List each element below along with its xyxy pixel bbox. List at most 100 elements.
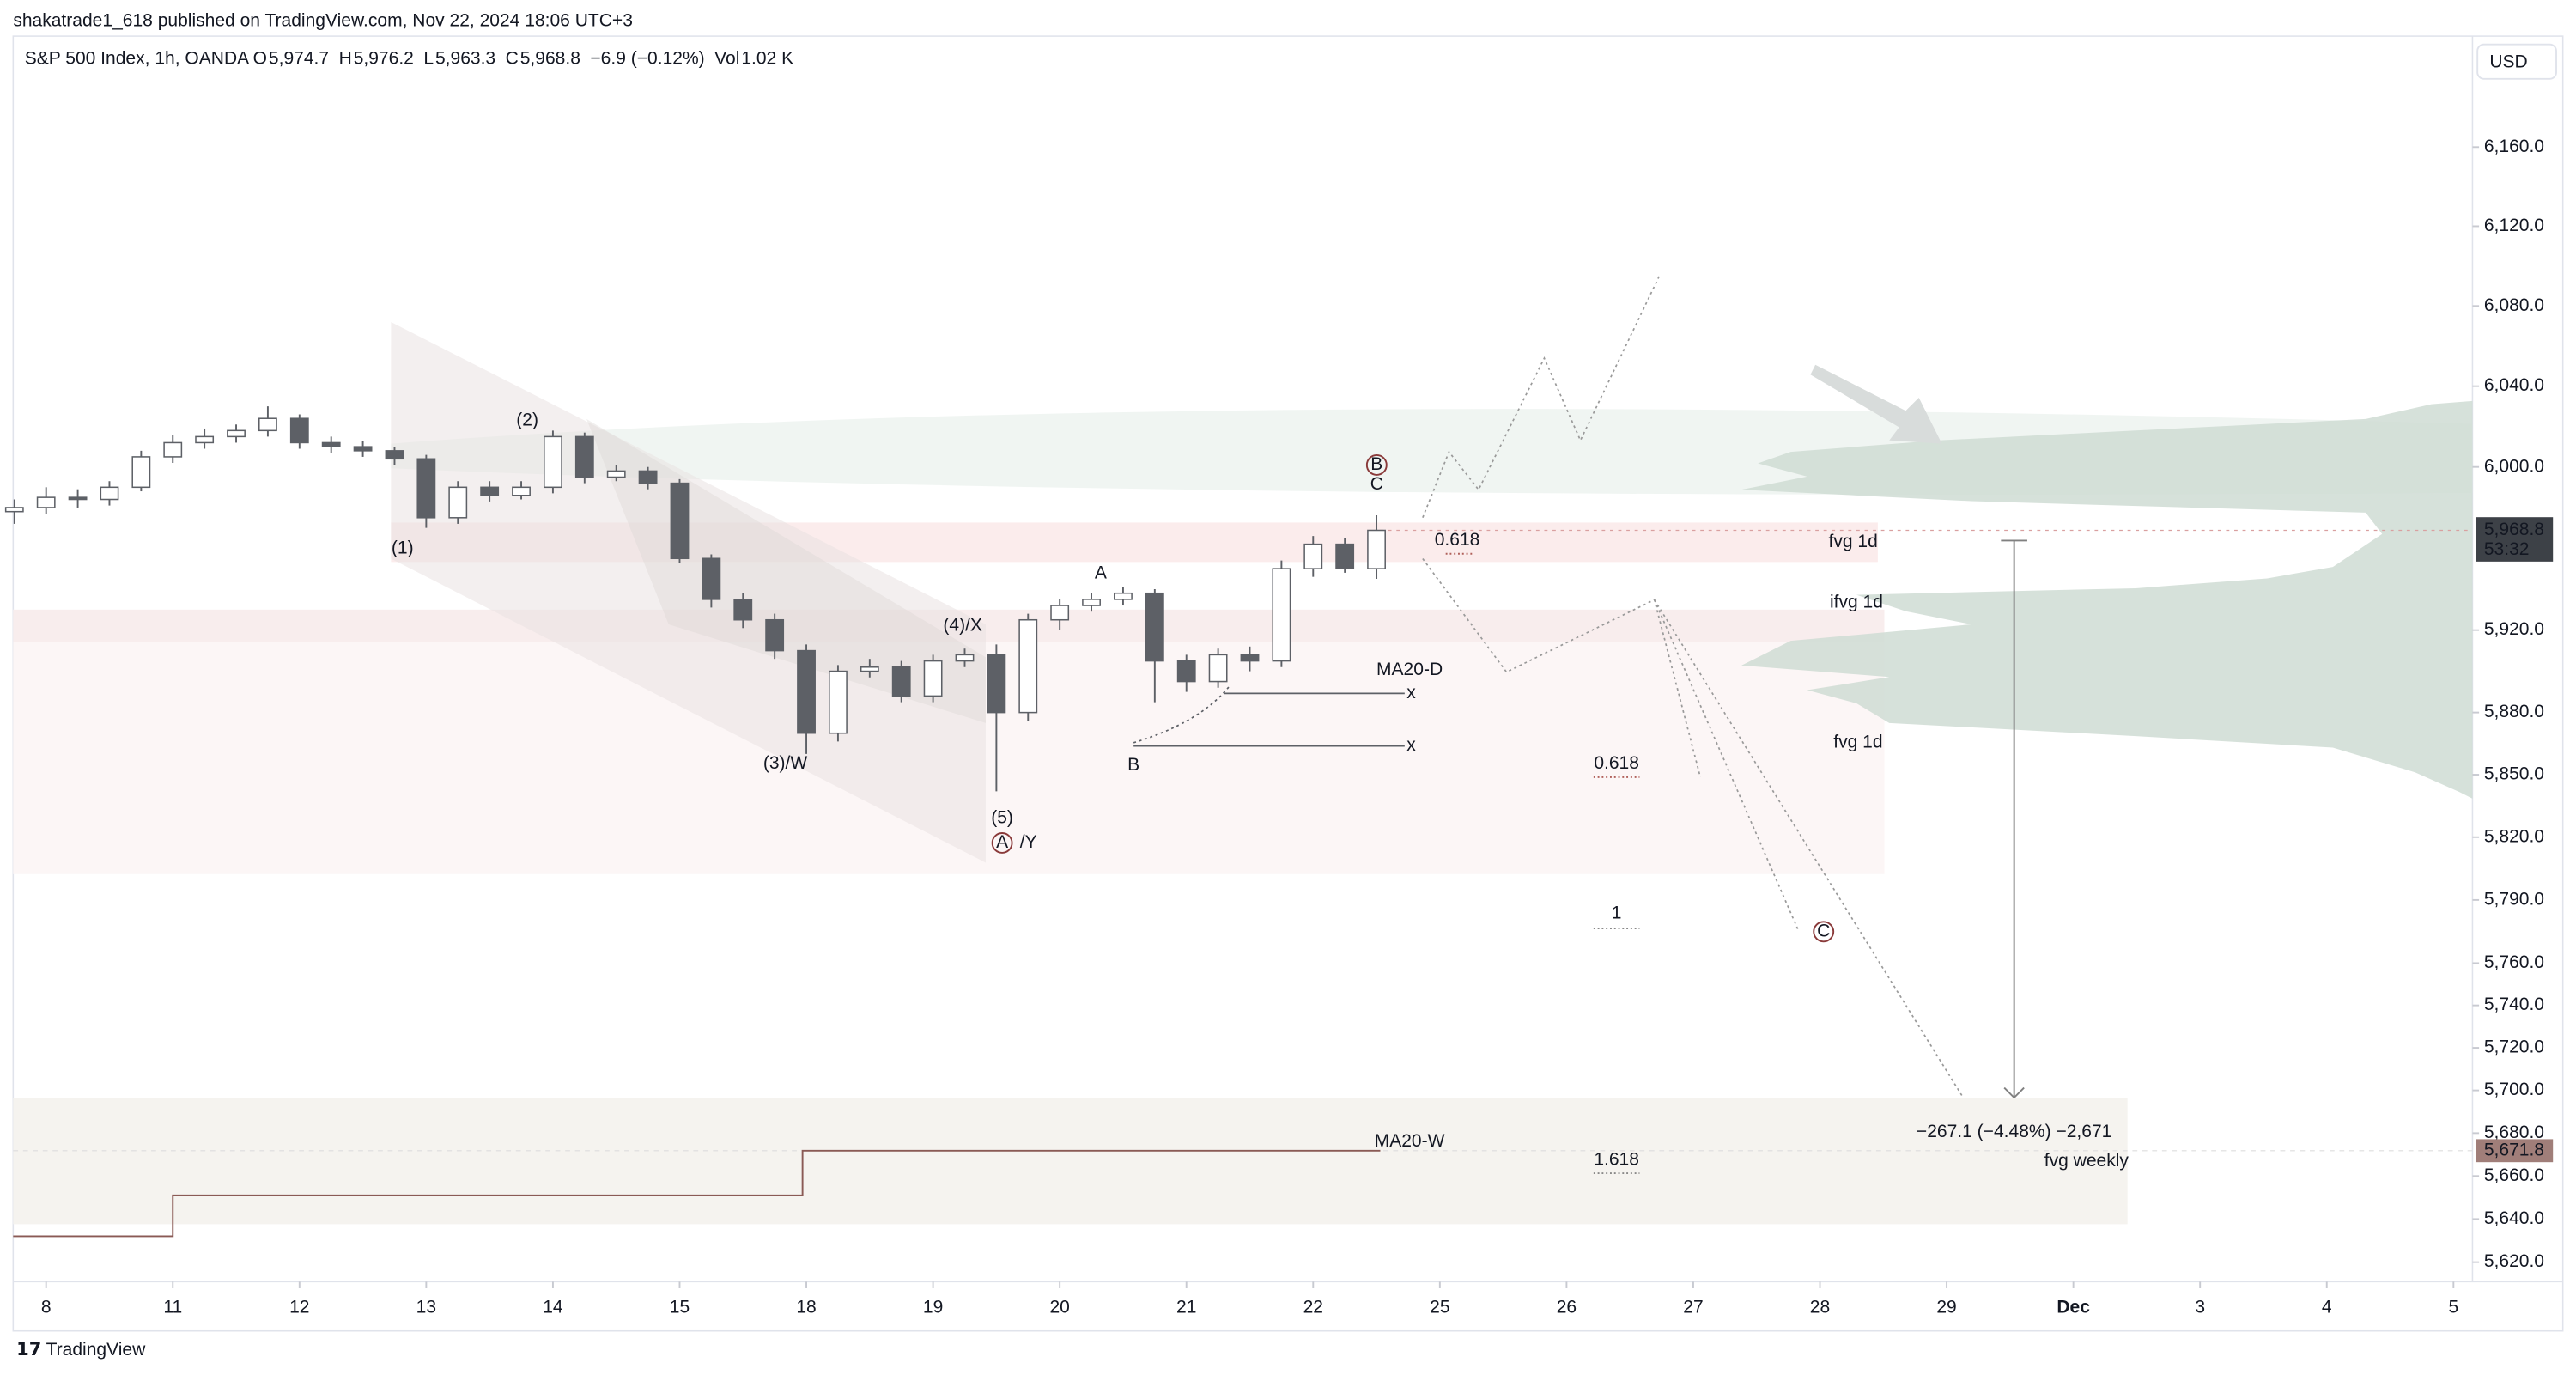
annotation: (2): [516, 410, 538, 429]
countdown: 53:32: [2484, 539, 2530, 559]
candle-body: [131, 456, 151, 489]
x-tick-label: 22: [1303, 1298, 1323, 1317]
x-tick-label: 19: [923, 1298, 943, 1317]
annotation: C: [1370, 474, 1383, 494]
last-price-tag: [2476, 517, 2554, 562]
ohlc-value: 5,963.3: [435, 48, 495, 68]
candle-body: [765, 618, 785, 652]
measure-arrow: [2003, 1086, 2025, 1099]
projection-down: [1422, 557, 1702, 778]
candle-body: [1303, 543, 1323, 569]
ohlc-label: H: [339, 48, 352, 68]
candle-body: [1208, 654, 1228, 683]
candle-body: [574, 435, 594, 478]
y-tick-label: 5,760.0: [2484, 952, 2544, 972]
annotation: fvg weekly: [2044, 1151, 2129, 1171]
annotation: x: [1406, 735, 1416, 755]
candle-body: [512, 486, 531, 496]
y-tick-label: 5,790.0: [2484, 889, 2544, 909]
candle-body: [797, 649, 816, 734]
candle-body: [670, 482, 690, 560]
candle-body: [1145, 592, 1164, 662]
ma20w-line: [13, 1149, 1381, 1238]
brand: TradingView: [46, 1340, 147, 1360]
brand-logo: 𝟭𝟳: [16, 1340, 41, 1360]
y-tick-label: 6,040.0: [2484, 375, 2544, 395]
wave-circle: [991, 832, 1013, 854]
x-tick-label: 26: [1557, 1298, 1577, 1317]
y-tick-label: 6,120.0: [2484, 216, 2544, 235]
candle-body: [68, 496, 88, 501]
annotation: x: [1406, 683, 1416, 703]
last-price-label: 5,968.8: [2484, 520, 2544, 539]
y-tick-label: 6,000.0: [2484, 456, 2544, 476]
candle-body: [321, 441, 341, 447]
candle-body: [416, 458, 436, 519]
ma20w-price-tag: [2476, 1139, 2554, 1163]
wave-circle: [1813, 921, 1835, 943]
x-tick-label: 15: [670, 1298, 690, 1317]
candle-body: [987, 654, 1006, 714]
wave-circle: [1365, 454, 1388, 476]
candle-body: [544, 435, 562, 489]
candle-body: [36, 496, 56, 508]
annotation: (1): [392, 538, 414, 558]
ohlc-label: C: [506, 48, 519, 68]
candle-body: [1018, 618, 1038, 714]
y-tick-label: 5,820.0: [2484, 826, 2544, 846]
candle-body: [829, 670, 848, 734]
x-tick-label: 13: [416, 1298, 436, 1317]
ohlc-label: O: [253, 48, 267, 68]
annotation: −267.1 (−4.48%) −2,671: [1917, 1122, 2111, 1141]
candle-body: [955, 654, 975, 662]
annotation: B: [1370, 454, 1382, 474]
candle-body: [1335, 543, 1355, 569]
arrow-hint: [1810, 364, 1942, 444]
candle-body: [638, 470, 658, 484]
y-tick-label: 6,080.0: [2484, 295, 2544, 315]
annotation: C: [1817, 921, 1830, 940]
x-tick-label: 28: [1810, 1298, 1830, 1317]
x-tick-label: 29: [1936, 1298, 1956, 1317]
candle-body: [100, 486, 119, 501]
annotation: 1.618: [1594, 1149, 1639, 1169]
candle-body: [1082, 599, 1101, 606]
candle-body: [1272, 568, 1291, 662]
candle-body: [353, 446, 373, 452]
currency[interactable]: USD: [2489, 52, 2527, 71]
candle-body: [733, 599, 753, 621]
ohlc-label: L: [423, 48, 434, 68]
x-tick-label: Dec: [2057, 1298, 2090, 1317]
y-tick-label: 5,620.0: [2484, 1251, 2544, 1271]
candle-body: [480, 486, 500, 496]
x-tick-label: 12: [289, 1298, 309, 1317]
candle-body: [195, 435, 215, 444]
y-tick-label: 5,850.0: [2484, 764, 2544, 784]
x-tick-label: 5: [2448, 1298, 2458, 1317]
candle-body: [1367, 529, 1386, 569]
candle-body: [1240, 654, 1260, 662]
annotation: fvg 1d: [1833, 732, 1882, 751]
change: −6.9 (−0.12%): [590, 48, 704, 68]
candle-body: [448, 486, 468, 519]
y-tick-label: 5,920.0: [2484, 619, 2544, 639]
candle-body: [385, 450, 404, 460]
x-tick-label: 3: [2195, 1298, 2205, 1317]
annotation: 0.618: [1594, 753, 1639, 773]
candle-body: [289, 417, 309, 444]
annotation: (3)/W: [763, 753, 808, 773]
candle-body: [702, 557, 721, 600]
currency-button[interactable]: [2476, 43, 2557, 80]
projection-up: [1422, 276, 1661, 518]
symbol-title: S&P 500 Index, 1h, OANDA: [25, 48, 249, 68]
x-tick-label: 27: [1683, 1298, 1703, 1317]
x-tick-label: 20: [1049, 1298, 1069, 1317]
candle-body: [258, 417, 277, 432]
volume: 1.02 K: [741, 48, 793, 68]
candle-body: [860, 666, 879, 672]
y-tick-label: 5,740.0: [2484, 995, 2544, 1014]
ohlc-value: 5,976.2: [354, 48, 414, 68]
annotation: A: [996, 832, 1008, 852]
